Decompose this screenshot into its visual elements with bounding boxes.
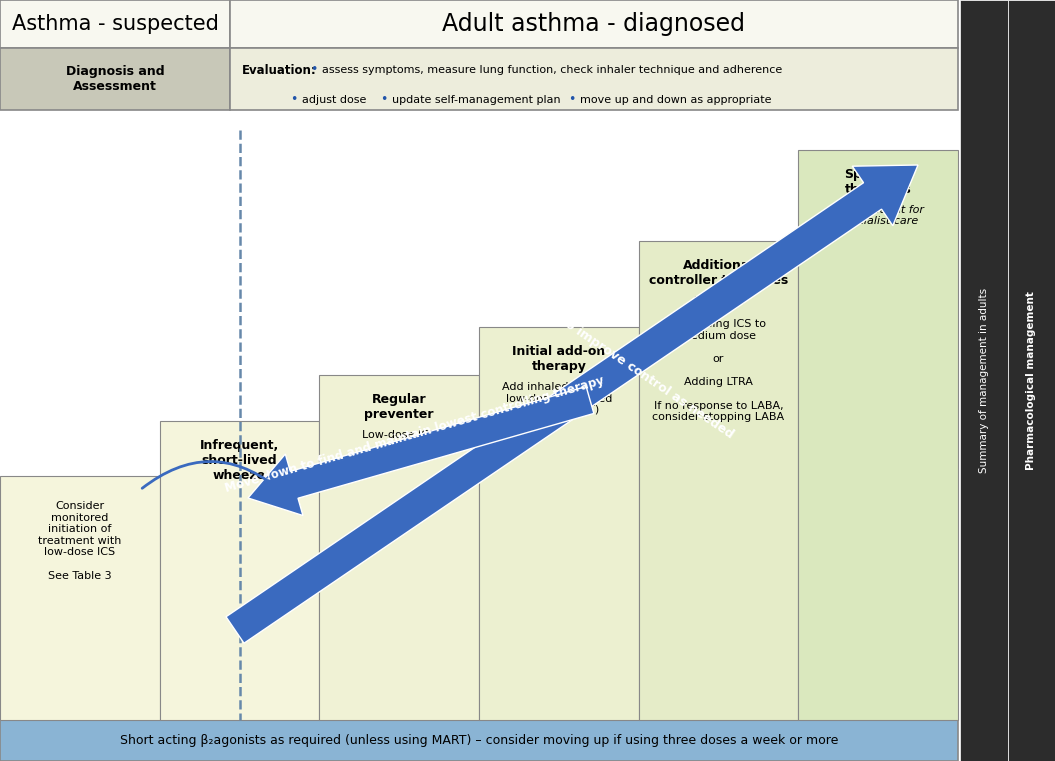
Text: Pharmacological management: Pharmacological management	[1027, 291, 1036, 470]
Text: Additional
controller therapies: Additional controller therapies	[649, 260, 788, 287]
Bar	[799, 150, 958, 720]
Text: move up and down as appropriate: move up and down as appropriate	[580, 95, 771, 105]
Text: Specialist
therapies: Specialist therapies	[844, 167, 913, 196]
Text: •: •	[290, 94, 298, 107]
Text: Summary of management in adults: Summary of management in adults	[979, 288, 989, 473]
Text: •: •	[568, 94, 575, 107]
Text: update self-management plan: update self-management plan	[392, 95, 560, 105]
Bar	[0, 476, 159, 720]
Bar	[320, 375, 479, 720]
Text: Asthma - suspected: Asthma - suspected	[12, 14, 218, 34]
Bar	[159, 421, 320, 720]
Text: •: •	[380, 94, 387, 107]
Bar	[960, 0, 1008, 761]
Text: Infrequent,
short-lived
wheeze: Infrequent, short-lived wheeze	[199, 439, 280, 482]
Text: Regular
preventer: Regular preventer	[364, 393, 434, 422]
Bar	[0, 48, 230, 110]
Text: Move up to improve control as needed: Move up to improve control as needed	[504, 279, 735, 441]
Bar	[479, 326, 638, 720]
Bar	[0, 0, 230, 48]
Bar	[1008, 0, 1055, 761]
Text: Low-dose ICS: Low-dose ICS	[362, 431, 436, 441]
Text: Consider:

Increasing ICS to
medium dose

or

Adding LTRA

If no response to LAB: Consider: Increasing ICS to medium dose …	[652, 296, 785, 422]
Text: Move down to find and maintain lowest controlling therapy: Move down to find and maintain lowest co…	[224, 374, 607, 495]
Text: assess symptoms, measure lung function, check inhaler technique and adherence: assess symptoms, measure lung function, …	[322, 65, 782, 75]
Bar	[230, 48, 958, 110]
Polygon shape	[248, 387, 594, 515]
Bar	[0, 720, 958, 761]
Text: Refer patient for
specialist care: Refer patient for specialist care	[832, 205, 924, 226]
Text: Short acting β₂agonists as required (unless using MART) – consider moving up if : Short acting β₂agonists as required (unl…	[120, 734, 838, 747]
Text: Evaluation:: Evaluation:	[242, 63, 316, 77]
Text: •: •	[310, 63, 318, 77]
Text: adjust dose: adjust dose	[302, 95, 366, 105]
Polygon shape	[226, 165, 918, 643]
Bar	[230, 0, 958, 48]
Text: Diagnosis and
Assessment: Diagnosis and Assessment	[65, 65, 165, 93]
Text: Adult asthma - diagnosed: Adult asthma - diagnosed	[442, 12, 746, 36]
FancyArrowPatch shape	[142, 461, 275, 489]
Text: Consider
monitored
initiation of
treatment with
low-dose ICS

See Table 3: Consider monitored initiation of treatme…	[38, 501, 121, 581]
Text: Add inhaled LABA to
low-dose ICS (fixed
dose or MART): Add inhaled LABA to low-dose ICS (fixed …	[502, 381, 616, 415]
Text: Initial add-on
therapy: Initial add-on therapy	[513, 345, 606, 373]
Bar	[638, 241, 799, 720]
